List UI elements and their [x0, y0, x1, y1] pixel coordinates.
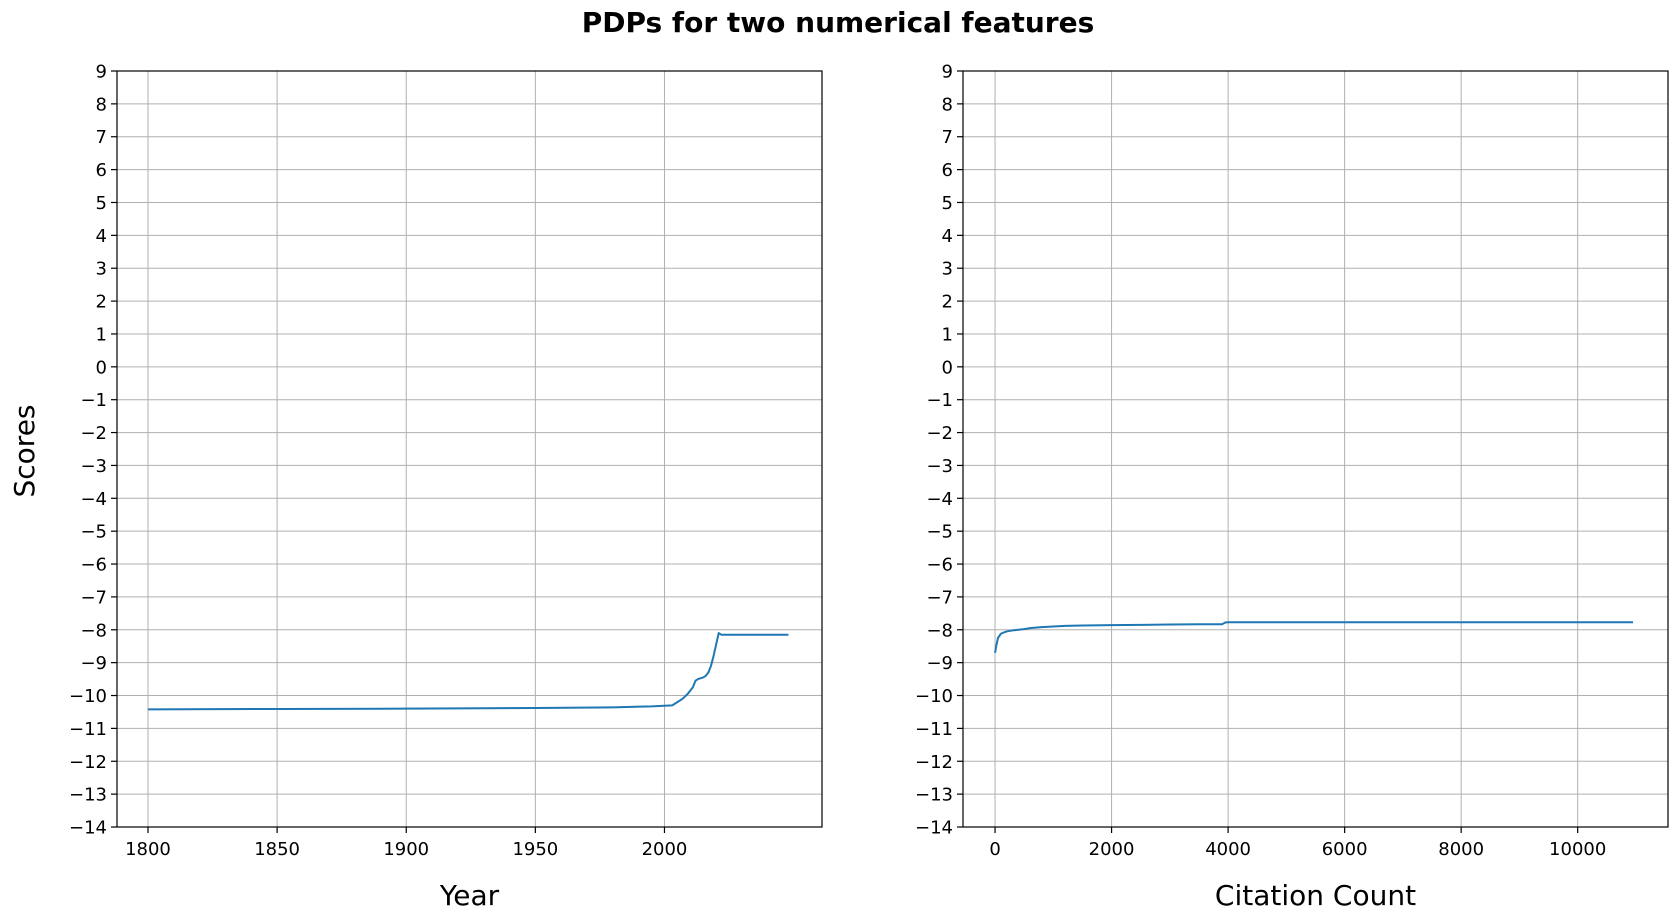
- citation-count-pdp-x-tick-label: 8000: [1438, 839, 1484, 860]
- citation-count-pdp-y-tick-label: 1: [942, 324, 953, 345]
- year-pdp-y-tick-label: 7: [96, 127, 107, 148]
- citation-count-pdp-y-tick-label: 9: [942, 62, 953, 83]
- citation-count-pdp-y-tick-label: −13: [915, 785, 953, 806]
- year-pdp-x-tick-label: 1900: [383, 839, 429, 860]
- figure-title: PDPs for two numerical features: [582, 6, 1095, 39]
- citation-count-pdp-y-tick-label: 5: [942, 193, 953, 214]
- year-pdp-y-tick-label: 6: [96, 160, 107, 181]
- year-pdp-y-tick-label: −10: [69, 686, 107, 707]
- citation-count-pdp-y-tick-label: −3: [926, 456, 953, 477]
- citation-count-pdp-y-tick-label: −12: [915, 752, 953, 773]
- citation-count-pdp-y-tick-label: 2: [942, 292, 953, 313]
- shared-y-axis-label: Scores: [8, 404, 41, 497]
- year-pdp-y-ticks: 9 8 7 6 5 4 3 2 1 0 −1 −2 −3 −4 −5 −6 −7 −8 −9 −10 −11 −12 −13…: [69, 62, 117, 839]
- citation-count-pdp-x-tick-label: 10000: [1549, 839, 1606, 860]
- year-pdp-y-tick-label: 5: [96, 193, 107, 214]
- year-pdp-y-tick-label: −8: [80, 620, 107, 641]
- citation-count-pdp-y-tick-label: −5: [926, 522, 953, 543]
- citation-count-pdp-y-tick-label: 8: [942, 94, 953, 115]
- citation-count-pdp-y-tick-label: −7: [926, 587, 953, 608]
- citation-count-pdp-y-tick-label: 4: [942, 226, 953, 247]
- citation-count-pdp-x-ticks: 0 2000 4000 6000 8000 10000: [989, 827, 1606, 860]
- year-pdp-y-tick-label: −9: [80, 653, 107, 674]
- year-pdp-series-line: [147, 632, 789, 711]
- year-pdp-x-axis-label: Year: [439, 879, 500, 912]
- year-pdp-y-tick-label: 8: [96, 94, 107, 115]
- year-pdp-y-tick-label: 2: [96, 292, 107, 313]
- year-pdp-line-layer: [147, 632, 789, 711]
- year-pdp-y-tick-label: −7: [80, 587, 107, 608]
- citation-count-pdp-y-tick-label: −6: [926, 555, 953, 576]
- citation-count-pdp-x-tick-label: 0: [989, 839, 1000, 860]
- citation-count-pdp-series-line: [994, 621, 1634, 653]
- year-pdp-grid: [117, 70, 822, 828]
- citation-count-pdp-y-tick-label: 3: [942, 259, 953, 280]
- year-pdp-y-tick-label: 1: [96, 324, 107, 345]
- year-pdp-y-tick-label: −1: [80, 390, 107, 411]
- citation-count-pdp-y-tick-label: −9: [926, 653, 953, 674]
- citation-count-pdp-y-tick-label: −2: [926, 423, 953, 444]
- year-pdp-y-tick-label: −3: [80, 456, 107, 477]
- year-pdp-y-tick-label: −6: [80, 555, 107, 576]
- year-pdp-y-tick-label: −2: [80, 423, 107, 444]
- citation-count-pdp-y-tick-label: −11: [915, 719, 953, 740]
- year-pdp-y-tick-label: −5: [80, 522, 107, 543]
- citation-count-pdp-frame: [962, 70, 1669, 828]
- citation-count-pdp-grid: [963, 70, 1668, 828]
- citation-count-pdp-y-tick-label: −1: [926, 390, 953, 411]
- citation-count-pdp-y-tick-label: −4: [926, 489, 953, 510]
- citation-count-pdp-x-tick-label: 4000: [1205, 839, 1251, 860]
- citation-count-pdp-y-tick-label: 0: [942, 357, 953, 378]
- citation-count-pdp-x-tick-label: 2000: [1089, 839, 1135, 860]
- year-pdp-x-tick-label: 1850: [254, 839, 300, 860]
- year-pdp-y-tick-label: −14: [69, 818, 107, 839]
- year-pdp-y-tick-label: 3: [96, 259, 107, 280]
- year-pdp-panel: 1800 1850 1900 1950 2000 9 8 7 6 5 4 3 2 1 0 −1 −2 −3 −4 −…: [69, 62, 823, 912]
- year-pdp-y-tick-label: −13: [69, 785, 107, 806]
- citation-count-pdp-x-tick-label: 6000: [1322, 839, 1368, 860]
- citation-count-pdp-line-layer: [994, 621, 1634, 653]
- citation-count-pdp-x-axis-label: Citation Count: [1215, 879, 1416, 912]
- citation-count-pdp-y-tick-label: −8: [926, 620, 953, 641]
- year-pdp-y-tick-label: −11: [69, 719, 107, 740]
- year-pdp-x-tick-label: 1950: [512, 839, 558, 860]
- citation-count-pdp-y-tick-label: 7: [942, 127, 953, 148]
- year-pdp-x-tick-label: 2000: [642, 839, 688, 860]
- year-pdp-x-tick-label: 1800: [125, 839, 171, 860]
- year-pdp-y-tick-label: 9: [96, 62, 107, 83]
- year-pdp-y-tick-label: −4: [80, 489, 107, 510]
- year-pdp-frame: [116, 70, 823, 828]
- year-pdp-y-tick-label: 4: [96, 226, 107, 247]
- citation-count-pdp-y-tick-label: −10: [915, 686, 953, 707]
- citation-count-pdp-panel: 0 2000 4000 6000 8000 10000 9 8 7 6 5 4 3 2 1 0 −1 −2 −3 −…: [915, 62, 1669, 912]
- citation-count-pdp-y-ticks: 9 8 7 6 5 4 3 2 1 0 −1 −2 −3 −4 −5 −6 −7 −8 −9 −10 −11 −12 −13…: [915, 62, 963, 839]
- citation-count-pdp-y-tick-label: 6: [942, 160, 953, 181]
- year-pdp-y-tick-label: −12: [69, 752, 107, 773]
- year-pdp-x-ticks: 1800 1850 1900 1950 2000: [125, 827, 687, 860]
- year-pdp-y-tick-label: 0: [96, 357, 107, 378]
- citation-count-pdp-y-tick-label: −14: [915, 818, 953, 839]
